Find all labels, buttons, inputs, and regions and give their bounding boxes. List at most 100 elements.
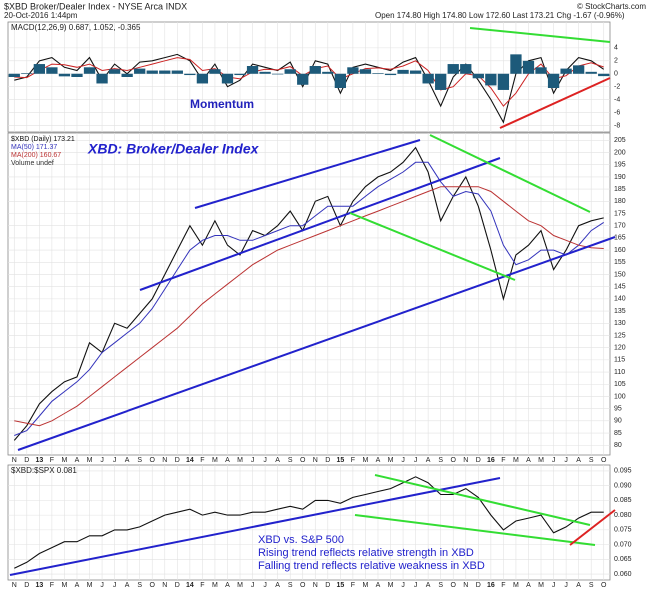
x-tick-label: J [113,582,117,589]
x-tick-label: 15 [336,582,344,589]
histogram-bar [71,73,83,77]
x-tick-label: N [463,457,468,464]
histogram-bar [134,68,146,74]
x-tick-label: M [62,582,68,589]
y-tick-label: 100 [614,393,626,400]
y-tick-label: 195 [614,162,626,169]
histogram-bar [83,67,96,74]
x-tick-label: F [50,457,54,464]
y-tick-label: 170 [614,223,626,230]
histogram-bar [284,69,296,74]
x-tick-label: S [288,457,293,464]
x-tick-label: S [288,582,293,589]
histogram-bar [146,70,158,74]
x-tick-label: J [251,582,255,589]
y-tick-label: 180 [614,198,626,205]
trend-line [374,474,591,526]
series-line [14,161,604,436]
x-tick-label: N [12,582,17,589]
y-tick-label: 105 [614,381,626,388]
x-tick-label: A [526,582,531,589]
x-tick-label: 16 [487,457,495,464]
x-tick-label: F [351,457,355,464]
x-tick-label: J [564,457,568,464]
x-tick-label: A [125,582,130,589]
y-tick-label: 125 [614,332,626,339]
x-tick-label: 15 [336,457,344,464]
y-tick-label: 0.090 [614,482,632,489]
histogram-bar [485,73,497,86]
histogram-bar [435,73,447,90]
x-tick-label: A [275,582,280,589]
x-tick-label: A [576,457,581,464]
annotation: Falling trend reflects relative weakness… [258,560,485,572]
y-tick-label: 0.065 [614,556,632,563]
y-tick-label: 4 [614,45,618,52]
y-tick-label: 0.070 [614,541,632,548]
histogram-bar [46,67,58,74]
x-tick-label: J [263,457,267,464]
series-line [13,146,604,441]
x-tick-label: F [200,457,204,464]
y-tick-label: 165 [614,235,626,242]
macd-label: MACD(12,26,9) 0.687, 1.052, -0.365 [11,23,141,32]
legend-entry: Volume undef [11,160,54,167]
y-tick-label: 200 [614,149,626,156]
x-tick-label: M [388,582,394,589]
x-tick-label: J [414,457,418,464]
y-tick-label: 0 [614,71,618,78]
histogram-bar [108,69,121,74]
quote: Open 174.80 High 174.80 Low 172.60 Last … [375,11,625,20]
x-tick-label: A [376,457,381,464]
x-tick-label: J [401,582,405,589]
x-tick-label: A [75,457,80,464]
trend-line [349,212,516,281]
histogram-bar [560,68,572,74]
annotation: Momentum [190,97,254,111]
x-tick-label: M [212,582,218,589]
y-tick-label: 85 [614,430,622,437]
x-tick-label: N [162,582,167,589]
trend-lines [9,27,616,576]
y-tick-label: 140 [614,296,626,303]
histogram-bar [184,73,196,76]
x-tick-label: D [325,582,330,589]
x-tick-label: D [476,582,481,589]
marks: 420-2-4-6-880859095100105110115120125130… [8,22,632,589]
legend-entry: $XBD (Daily) 173.21 [11,136,75,143]
y-tick-label: 2 [614,58,618,65]
trend-line [569,509,616,546]
y-tick-label: -2 [614,84,620,91]
x-tick-label: A [376,582,381,589]
chart-title: XBD: Broker/Dealer Index [87,141,260,157]
histogram-bar [21,73,33,74]
histogram-bar [121,73,133,77]
x-tick-label: 14 [186,457,194,464]
x-tick-label: O [601,457,607,464]
series-line [14,53,605,124]
x-tick-label: A [576,582,581,589]
trend-line [9,477,501,576]
histogram-bar [409,70,422,74]
x-tick-label: F [351,582,355,589]
histogram-bar [497,73,510,90]
histogram-bar [585,71,597,74]
x-tick-label: J [564,582,568,589]
panel-frame [7,21,611,133]
x-tick-label: A [426,582,431,589]
x-tick-label: M [87,582,93,589]
trend-line [429,134,591,213]
histogram-bar [472,73,484,79]
x-tick-label: D [476,457,481,464]
panel-frame [7,464,611,581]
histogram-bar [309,66,321,74]
x-tick-label: A [526,457,531,464]
x-tick-label: J [552,457,556,464]
x-tick-label: O [150,582,156,589]
x-tick-label: O [300,457,306,464]
y-tick-label: 0.060 [614,571,632,578]
x-tick-label: J [113,457,117,464]
panel-frame [7,132,611,456]
x-tick-label: N [463,582,468,589]
